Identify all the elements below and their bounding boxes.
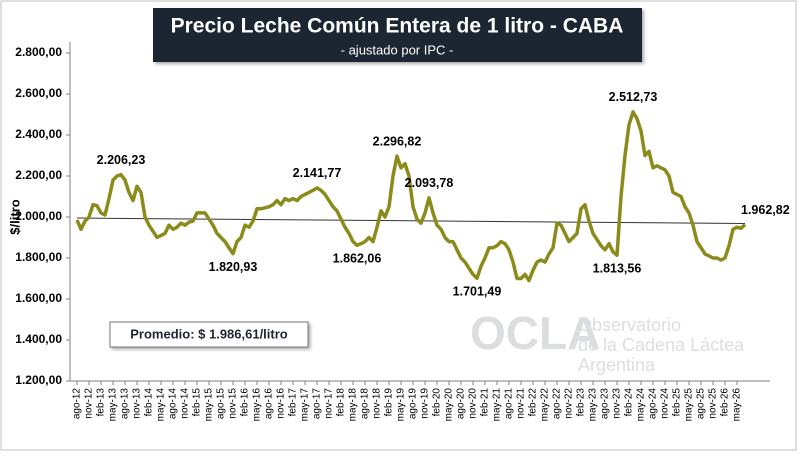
x-tick-label: ago-18	[360, 388, 371, 420]
y-tick-label: 2.400,00	[15, 127, 62, 141]
y-tick-label: 2.600,00	[15, 86, 62, 100]
chart-title: Precio Leche Común Entera de 1 litro - C…	[171, 15, 624, 38]
x-tick-label: may-25	[684, 388, 695, 422]
x-tick-label: nov-14	[180, 388, 191, 419]
x-tick-label: nov-19	[420, 388, 431, 419]
watermark-text: Observatorio	[578, 315, 681, 335]
x-tick-label: ago-12	[72, 388, 83, 420]
x-tick-label: may-24	[636, 388, 647, 422]
data-label: 2.512,73	[609, 90, 658, 104]
frame	[0, 0, 797, 451]
data-label: 1.962,82	[741, 203, 790, 217]
watermark-text: Argentina	[578, 355, 656, 375]
x-tick-label: nov-20	[468, 388, 479, 419]
x-tick-label: ago-15	[216, 388, 227, 420]
x-tick-label: nov-12	[84, 388, 95, 419]
watermark-logo: OCLA	[470, 307, 600, 359]
x-tick-label: feb-21	[480, 388, 491, 417]
x-tick-label: nov-21	[516, 388, 527, 419]
data-label: 2.296,82	[373, 134, 422, 148]
x-tick-label: may-26	[732, 388, 743, 422]
x-tick-label: feb-23	[576, 388, 587, 417]
x-tick-label: feb-26	[720, 388, 731, 417]
x-tick-label: feb-14	[144, 388, 155, 417]
x-tick-label: feb-17	[288, 388, 299, 417]
x-tick-label: ago-17	[312, 388, 323, 420]
x-tick-label: ago-22	[552, 388, 563, 420]
x-tick-label: ago-24	[648, 388, 659, 420]
data-label: 1.862,06	[333, 252, 382, 266]
title-box	[153, 8, 642, 62]
x-tick-label: nov-17	[324, 388, 335, 419]
x-tick-label: may-21	[492, 388, 503, 422]
x-tick-label: may-22	[540, 388, 551, 422]
data-label: 2.141,77	[293, 166, 342, 180]
x-tick-label: may-23	[588, 388, 599, 422]
trend-line	[76, 217, 746, 225]
x-tick-label: ago-16	[264, 388, 275, 420]
x-tick-label: feb-22	[528, 388, 539, 417]
data-label: 1.820,93	[209, 260, 258, 274]
data-label: 1.813,56	[593, 262, 642, 276]
data-label: 2.206,23	[97, 153, 146, 167]
x-tick-label: nov-24	[660, 388, 671, 419]
x-tick-label: nov-22	[564, 388, 575, 419]
x-tick-label: nov-23	[612, 388, 623, 419]
y-tick-label: 1.400,00	[15, 332, 62, 346]
x-tick-label: feb-20	[432, 388, 443, 417]
x-tick-label: feb-13	[96, 388, 107, 417]
series-line	[75, 110, 747, 283]
y-tick-label: 2.800,00	[15, 45, 62, 59]
y-tick-label: 1.600,00	[15, 291, 62, 305]
x-tick-label: feb-15	[192, 388, 203, 417]
y-axis-label: $/litro	[7, 199, 22, 234]
x-tick-label: ago-19	[408, 388, 419, 420]
chart-subtitle: - ajustado por IPC -	[341, 42, 454, 57]
x-tick-label: feb-25	[672, 388, 683, 417]
x-tick-label: nov-15	[228, 388, 239, 419]
watermark: OCLA Observatorio de la Cadena Láctea Ar…	[470, 307, 745, 375]
x-tick-label: ago-13	[120, 388, 131, 420]
x-tick-label: nov-25	[708, 388, 719, 419]
data-label: 1.701,49	[453, 284, 502, 298]
x-tick-label: may-15	[204, 388, 215, 422]
x-tick-label: ago-20	[456, 388, 467, 420]
y-tick-label: 2.200,00	[15, 168, 62, 182]
watermark-text: de la Cadena Láctea	[578, 335, 745, 355]
x-tick-label: ago-23	[600, 388, 611, 420]
x-tick-label: nov-18	[372, 388, 383, 419]
x-tick-label: may-19	[396, 388, 407, 422]
x-tick-label: ago-21	[504, 388, 515, 420]
x-tick-label: nov-16	[276, 388, 287, 419]
x-tick-label: ago-14	[168, 388, 179, 420]
x-tick-label: may-14	[156, 388, 167, 422]
x-tick-label: nov-13	[132, 388, 143, 419]
x-tick-label: may-18	[348, 388, 359, 422]
x-tick-label: feb-19	[384, 388, 395, 417]
x-tick-label: may-20	[444, 388, 455, 422]
x-tick-label: may-13	[108, 388, 119, 422]
y-tick-label: 1.200,00	[15, 373, 62, 387]
average-note: Promedio: $ 1.986,61/litro	[130, 326, 288, 341]
x-tick-label: feb-16	[240, 388, 251, 417]
x-tick-label: feb-18	[336, 388, 347, 417]
y-tick-label: 2.000,00	[15, 209, 62, 223]
x-tick-label: may-17	[300, 388, 311, 422]
x-tick-label: ago-25	[696, 388, 707, 420]
data-label: 2.093,78	[405, 176, 454, 190]
x-tick-label: feb-24	[624, 388, 635, 417]
y-tick-label: 1.800,00	[15, 250, 62, 264]
average-box	[109, 321, 309, 348]
x-tick-label: may-16	[252, 388, 263, 422]
